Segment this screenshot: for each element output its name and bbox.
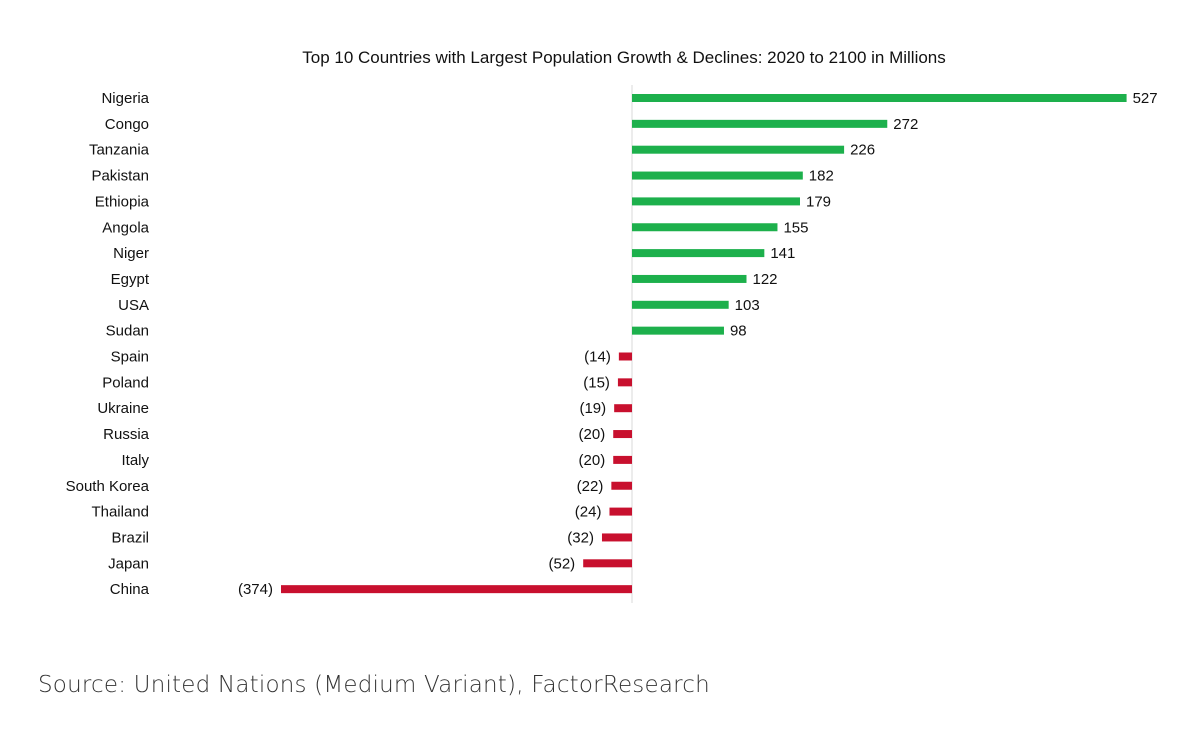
category-label: Poland xyxy=(102,374,149,391)
source-note: Source: United Nations (Medium Variant),… xyxy=(38,672,710,698)
data-label: 103 xyxy=(735,297,760,314)
bar-chart: Top 10 Countries with Largest Population… xyxy=(66,48,1158,603)
bar xyxy=(613,430,632,439)
bar xyxy=(632,94,1127,102)
category-label: Brazil xyxy=(111,529,149,546)
category-label: Japan xyxy=(108,555,149,572)
data-label: 122 xyxy=(752,271,777,288)
bars-group: Nigeria 527 Congo 272 Tanzania 226 Pakistan 182… xyxy=(66,90,1158,598)
bar xyxy=(614,404,632,413)
data-label: (20) xyxy=(579,426,606,443)
category-label: Spain xyxy=(111,349,149,366)
category-label: South Korea xyxy=(66,478,150,495)
data-label: (52) xyxy=(549,555,576,572)
category-label: Thailand xyxy=(91,504,149,521)
bar xyxy=(632,119,888,128)
bar xyxy=(632,300,729,309)
bar xyxy=(601,533,632,542)
category-label: Congo xyxy=(105,116,149,133)
bar xyxy=(583,559,632,568)
data-label: (14) xyxy=(584,349,611,366)
data-label: (22) xyxy=(577,478,604,495)
bar xyxy=(281,585,632,594)
bar xyxy=(632,223,778,232)
data-label: 98 xyxy=(730,323,747,340)
category-label: Italy xyxy=(121,452,149,469)
bar xyxy=(618,352,632,361)
bar xyxy=(632,326,724,335)
bar xyxy=(609,507,632,516)
data-label: 141 xyxy=(770,245,795,262)
bar xyxy=(632,171,803,180)
category-label: Nigeria xyxy=(101,90,149,107)
data-label: 272 xyxy=(893,116,918,133)
data-label: (374) xyxy=(238,581,273,598)
data-label: (19) xyxy=(579,400,606,417)
bar xyxy=(617,378,632,387)
data-label: 182 xyxy=(809,168,834,185)
data-label: (24) xyxy=(575,504,602,521)
category-label: Ukraine xyxy=(97,400,149,417)
chart-title: Top 10 Countries with Largest Population… xyxy=(302,48,946,67)
category-label: Niger xyxy=(113,245,149,262)
category-label: Sudan xyxy=(106,323,149,340)
category-label: USA xyxy=(118,297,149,314)
bar xyxy=(611,481,632,490)
data-label: 226 xyxy=(850,142,875,159)
bar xyxy=(632,274,747,283)
category-label: China xyxy=(110,581,150,598)
category-label: Pakistan xyxy=(91,168,149,185)
category-label: Angola xyxy=(102,219,149,236)
data-label: (15) xyxy=(583,374,610,391)
bar xyxy=(632,249,765,258)
data-label: 527 xyxy=(1133,90,1158,107)
category-label: Egypt xyxy=(111,271,150,288)
bar xyxy=(632,145,845,154)
category-label: Russia xyxy=(103,426,150,443)
bar xyxy=(613,455,632,464)
data-label: (20) xyxy=(579,452,606,469)
data-label: 179 xyxy=(806,193,831,210)
category-label: Tanzania xyxy=(89,142,150,159)
data-label: (32) xyxy=(567,529,594,546)
bar xyxy=(632,197,800,206)
data-label: 155 xyxy=(783,219,808,236)
category-label: Ethiopia xyxy=(95,193,150,210)
